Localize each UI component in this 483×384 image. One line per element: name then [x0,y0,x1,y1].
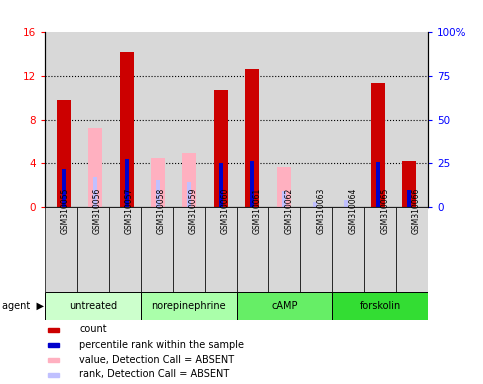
Bar [62,169,66,207]
Bar [332,292,428,320]
Bar [48,328,58,331]
Text: GSM310056: GSM310056 [93,188,102,235]
Bar [45,292,141,320]
Bar [57,100,71,207]
Text: percentile rank within the sample: percentile rank within the sample [79,339,244,349]
Bar [214,90,228,207]
Bar [300,207,332,292]
Bar [269,207,300,292]
Bar [364,207,396,292]
Bar [402,161,416,207]
Text: GSM310064: GSM310064 [348,188,357,235]
Text: agent  ▶: agent ▶ [2,301,44,311]
Bar [332,207,364,292]
Text: GSM310066: GSM310066 [412,188,421,235]
Text: GSM310062: GSM310062 [284,188,293,234]
Bar [183,153,197,207]
Bar [250,161,254,207]
Bar [77,207,109,292]
Bar [371,83,385,207]
Text: value, Detection Call = ABSENT: value, Detection Call = ABSENT [79,354,234,364]
Bar [156,180,160,207]
Text: GSM310057: GSM310057 [125,188,134,235]
Text: GSM310063: GSM310063 [316,188,325,235]
Text: norepinephrine: norepinephrine [151,301,226,311]
Text: rank, Detection Call = ABSENT: rank, Detection Call = ABSENT [79,369,229,379]
Text: untreated: untreated [69,301,117,311]
Bar [172,207,205,292]
Bar [376,162,380,207]
Bar [45,207,77,292]
Text: GSM310060: GSM310060 [221,188,229,235]
Bar [277,167,291,207]
Bar [205,207,237,292]
Bar [245,69,259,207]
Bar [187,182,191,207]
Bar [48,358,58,362]
Bar [396,207,428,292]
Text: GSM310061: GSM310061 [253,188,261,234]
Bar [109,207,141,292]
Text: GSM310059: GSM310059 [189,188,198,235]
Bar [237,292,332,320]
Text: cAMP: cAMP [271,301,298,311]
Bar [48,373,58,377]
Bar [282,190,285,207]
Bar [141,207,172,292]
Text: GSM310055: GSM310055 [61,188,70,235]
Bar [93,177,97,207]
Bar [120,52,134,207]
Bar [125,159,128,207]
Text: count: count [79,324,107,334]
Text: forskolin: forskolin [359,301,401,311]
Bar [344,200,348,207]
Bar [141,292,237,320]
Bar [237,207,269,292]
Bar [407,189,411,207]
Text: GSM310058: GSM310058 [156,188,166,234]
Bar [151,158,165,207]
Bar [48,343,58,347]
Bar [219,163,223,207]
Bar [88,128,102,207]
Bar [313,202,317,207]
Text: GSM310065: GSM310065 [380,188,389,235]
